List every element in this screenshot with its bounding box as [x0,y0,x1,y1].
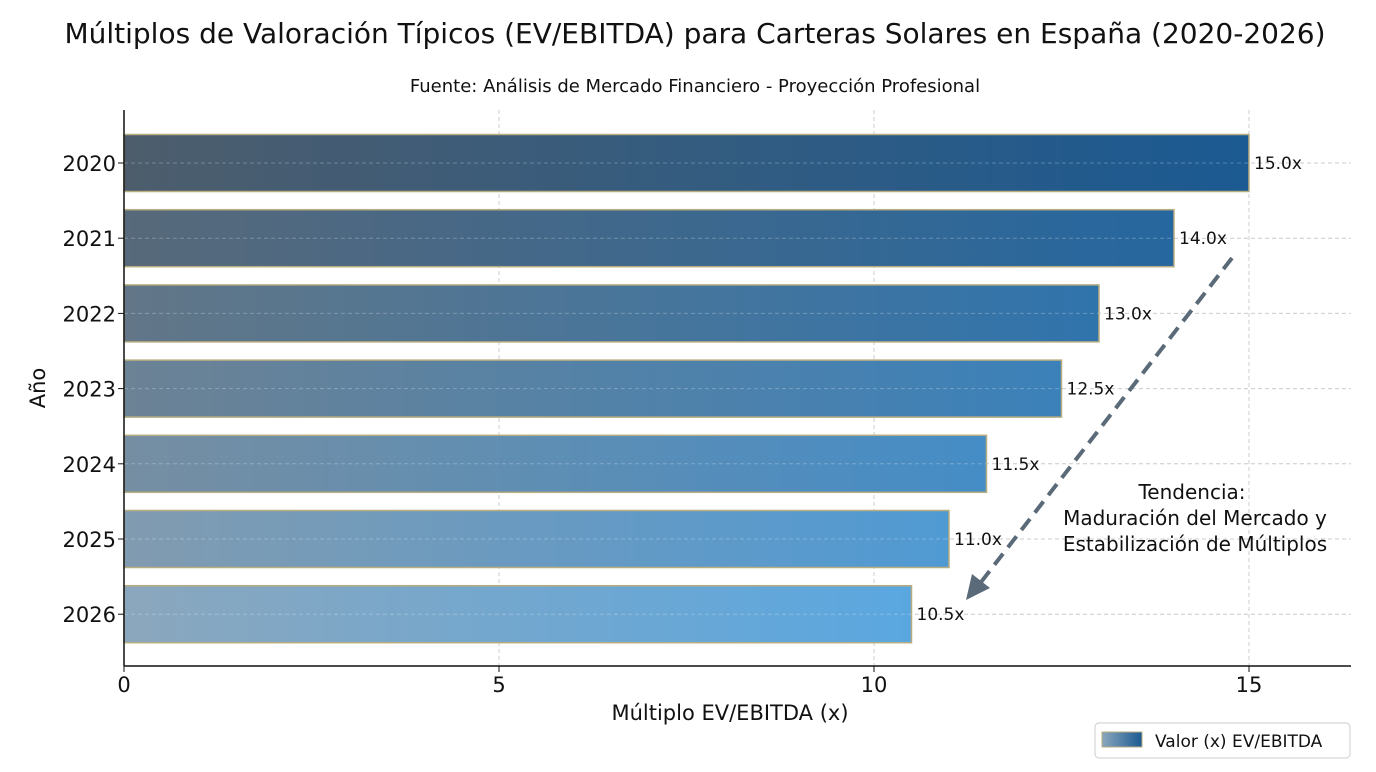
data-label-2021: 14.0x [1179,229,1227,249]
annotation-line-1: Tendencia: [1137,480,1245,504]
bar-2021 [123,208,1175,268]
trend-arrowhead [966,574,990,600]
y-axis-label: Año [26,368,50,409]
legend-swatch [1101,731,1143,748]
y-tick-2025: 2025 [63,528,116,552]
x-tick-5: 5 [492,673,505,697]
data-labels: 15.0x 14.0x 13.0x 12.5x 11.5x 11.0x 10.5x [917,154,1302,625]
annotation-line-2: Maduración del Mercado y [1063,506,1327,530]
data-label-2025: 11.0x [954,530,1002,550]
chart-subtitle: Fuente: Análisis de Mercado Financiero -… [410,76,980,97]
legend-label: Valor (x) EV/EBITDA [1155,732,1323,752]
x-tick-10: 10 [861,673,888,697]
y-tick-2020: 2020 [63,152,116,176]
x-axis-label: Múltiplo EV/EBITDA (x) [611,701,848,725]
y-tick-2022: 2022 [63,302,116,326]
annotation-line-3: Estabilización de Múltiplos [1063,532,1327,556]
data-label-2023: 12.5x [1067,380,1115,400]
legend-frame [1094,722,1351,759]
chart-title: Múltiplos de Valoración Típicos (EV/EBIT… [64,17,1325,50]
x-tick-15: 15 [1236,673,1263,697]
data-label-2022: 13.0x [1104,304,1152,324]
bar-2024 [123,434,988,494]
y-tick-2026: 2026 [63,603,116,627]
y-tick-2024: 2024 [63,453,116,477]
data-label-2024: 11.5x [992,455,1040,475]
y-tick-labels: 2020 2021 2022 2023 2024 2025 2026 [63,152,124,627]
bar-2022 [123,284,1100,343]
bar-2025 [123,509,950,569]
y-tick-2021: 2021 [63,227,116,251]
bars [123,133,1250,644]
legend: Valor (x) EV/EBITDA [1094,722,1351,759]
x-tick-0: 0 [117,673,130,697]
bar-2020 [123,133,1250,193]
bar-2023 [123,359,1063,418]
y-tick-2023: 2023 [63,378,116,402]
x-tick-labels: 0 5 10 15 [117,666,1262,697]
data-label-2026: 10.5x [917,605,965,625]
trend-arrow [976,256,1234,588]
data-label-2020: 15.0x [1254,154,1302,174]
